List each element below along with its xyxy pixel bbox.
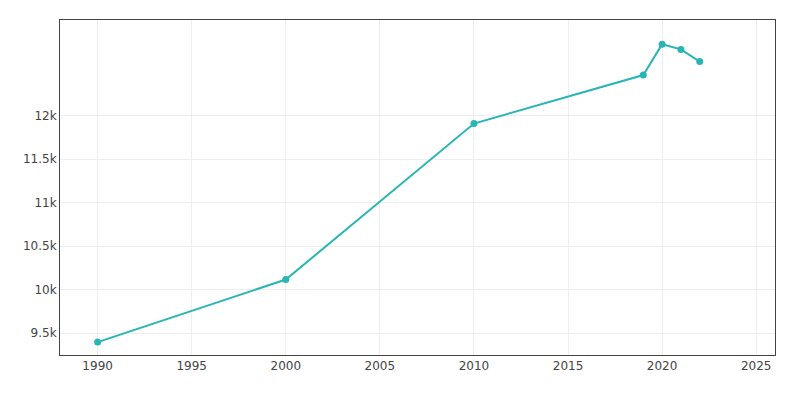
svg-text:2025: 2025 <box>741 359 772 373</box>
svg-text:11k: 11k <box>34 196 56 210</box>
svg-text:10k: 10k <box>34 283 56 297</box>
svg-text:2005: 2005 <box>365 359 396 373</box>
svg-text:1995: 1995 <box>176 359 207 373</box>
svg-text:12k: 12k <box>34 109 56 123</box>
svg-text:2000: 2000 <box>271 359 302 373</box>
svg-text:9.5k: 9.5k <box>31 326 57 340</box>
svg-text:11.5k: 11.5k <box>23 152 57 166</box>
svg-text:10.5k: 10.5k <box>23 239 57 253</box>
svg-text:2010: 2010 <box>459 359 490 373</box>
svg-text:2015: 2015 <box>553 359 584 373</box>
svg-text:2020: 2020 <box>647 359 678 373</box>
svg-text:1990: 1990 <box>82 359 113 373</box>
